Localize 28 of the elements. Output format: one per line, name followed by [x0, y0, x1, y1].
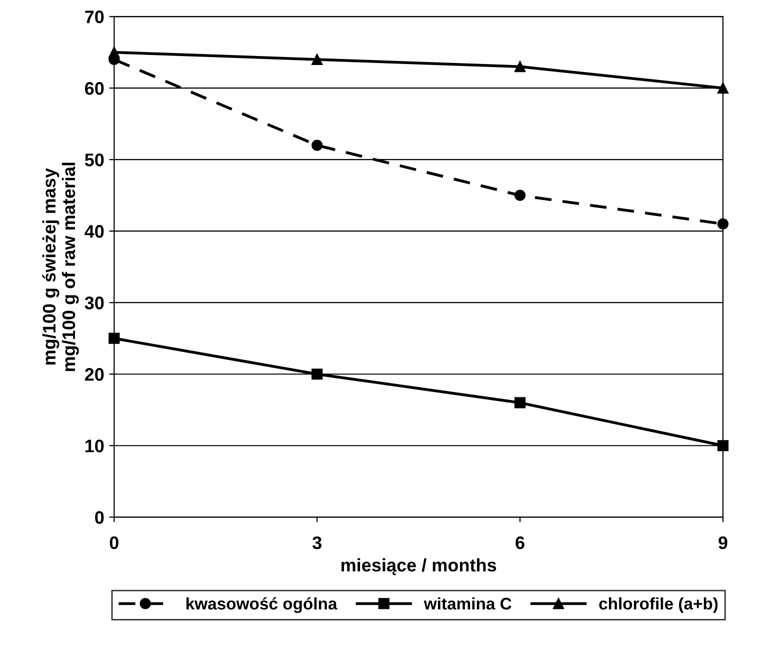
y-tick-label: 0	[95, 511, 104, 524]
x-tick-label: 6	[516, 536, 524, 550]
point	[108, 46, 120, 58]
x-axis-title: miesiące / months	[341, 558, 496, 576]
y-tick-label: 60	[85, 82, 104, 95]
x-tick-label: 3	[312, 536, 322, 550]
point	[514, 190, 526, 201]
point	[514, 397, 526, 408]
y-tick-label: 20	[84, 368, 104, 381]
y-tick-label: 50	[84, 154, 104, 166]
x-tick-label: 0	[110, 536, 118, 550]
y-tick-label: 40	[84, 225, 104, 238]
point	[514, 61, 526, 72]
point	[717, 82, 729, 94]
legend-label: kwasowość ogólna	[186, 597, 338, 613]
y-tick-label: 10	[85, 440, 104, 452]
legend-label: chlorofile (a+b)	[599, 597, 718, 613]
point	[717, 440, 729, 452]
y-axis-title: mg/100 g świeżej masy mg/100 g of raw material	[42, 162, 79, 372]
point	[108, 332, 120, 344]
legend-label: witamina C	[424, 597, 512, 610]
point	[312, 54, 323, 66]
x-tick-label: 9	[718, 536, 728, 550]
y-tick-label: 30	[84, 296, 104, 310]
point	[717, 218, 729, 230]
point	[312, 368, 323, 380]
point	[312, 140, 323, 151]
y-tick-label: 70	[85, 10, 104, 24]
